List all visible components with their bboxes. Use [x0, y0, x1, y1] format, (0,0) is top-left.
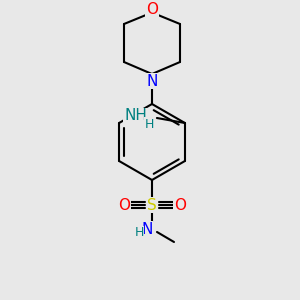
Text: H: H	[145, 118, 154, 130]
Text: NH: NH	[124, 109, 147, 124]
Text: O: O	[118, 197, 130, 212]
Text: H: H	[134, 226, 144, 239]
Text: N: N	[141, 221, 153, 236]
Text: O: O	[174, 197, 186, 212]
Text: S: S	[147, 197, 157, 212]
Text: N: N	[146, 74, 158, 88]
Text: O: O	[146, 2, 158, 17]
